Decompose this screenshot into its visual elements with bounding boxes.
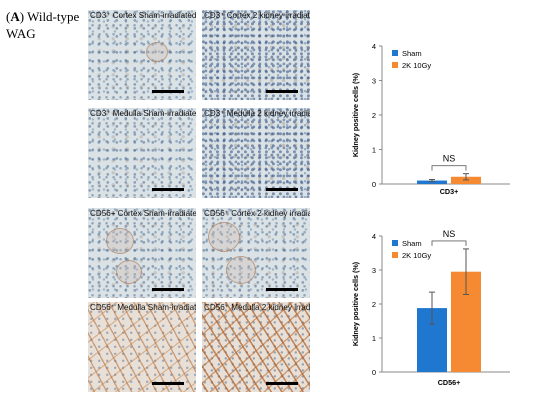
- legend-label-sham: Sham: [402, 239, 422, 248]
- y-tick-label: 2: [372, 111, 376, 120]
- x-axis-label: CD3+: [440, 187, 459, 196]
- micrograph-cd3-cortex-sham: CD3⁺ Cortex Sham-irradiated: [88, 10, 196, 100]
- micrograph-caption: CD3⁺ Medulla 2 kidney irradiated: [204, 109, 310, 118]
- micrograph-cd3-cortex-irradiated: CD3⁺ Cortex 2 kidney irradiated: [202, 10, 310, 100]
- scale-bar: [266, 188, 298, 191]
- y-tick-label: 2: [372, 300, 376, 309]
- scale-bar: [152, 382, 184, 385]
- scale-bar: [266, 90, 298, 93]
- y-tick-label: 3: [372, 266, 376, 275]
- y-tick-label: 0: [372, 368, 376, 377]
- micrograph-cd3-medulla-irradiated: CD3⁺ Medulla 2 kidney irradiated: [202, 108, 310, 198]
- significance-label: NS: [443, 154, 456, 164]
- chart-cd3: 0 1 2 3 4 Kidney positive cells (%) NS CD3+ Sham…: [336, 34, 536, 214]
- chart-cd56-svg: 0 1 2 3 4 Kidney positive cells (%) NS CD56+ Sha…: [351, 229, 510, 387]
- y-tick-label: 4: [372, 42, 376, 51]
- micrograph-caption: CD3⁺ Cortex 2 kidney irradiated: [204, 11, 310, 20]
- scale-bar: [152, 188, 184, 191]
- micrograph-grid: CD3⁺ Cortex Sham-irradiated CD3⁺ Cortex …: [88, 10, 310, 400]
- legend-swatch: [392, 240, 398, 246]
- significance-bracket: [431, 240, 467, 246]
- bar-2k-10gy: [451, 176, 481, 184]
- significance-bracket: [431, 165, 467, 171]
- micrograph-caption: CD56+ Cortex Sham-irradiated: [90, 209, 196, 218]
- y-tick-label: 1: [372, 334, 376, 343]
- y-tick-label: 0: [372, 180, 376, 189]
- micrograph-caption: CD3⁺ Medulla Sham-irradiated: [90, 109, 196, 118]
- y-tick-label: 3: [372, 77, 376, 86]
- y-tick-label: 1: [372, 146, 376, 155]
- micrograph-caption: CD56⁺ Medulla 2 kidney irradiated: [204, 303, 310, 312]
- significance-label: NS: [443, 229, 456, 239]
- micrograph-cd56-medulla-irradiated: CD56⁺ Medulla 2 kidney irradiated: [202, 302, 310, 392]
- panel-label-text: ) Wild-type WAG: [6, 9, 80, 41]
- legend-label-2k-10gy: 2K 10Gy: [402, 251, 431, 260]
- micrograph-cd3-medulla-sham: CD3⁺ Medulla Sham-irradiated: [88, 108, 196, 198]
- legend-swatch: [392, 62, 398, 68]
- y-axis-label: Kidney positive cells (%): [351, 72, 360, 157]
- figure-panel-label: (A) Wild-type WAG: [6, 9, 80, 41]
- chart-cd3-svg: 0 1 2 3 4 Kidney positive cells (%) NS CD3+ Sham…: [351, 42, 510, 196]
- x-axis-label: CD56+: [438, 378, 461, 387]
- micrograph-caption: CD56⁺ Cortex 2 kidney irradiated: [204, 209, 310, 218]
- legend-label-sham: Sham: [402, 49, 422, 58]
- legend-label-2k-10gy: 2K 10Gy: [402, 61, 431, 70]
- micrograph-cd56-cortex-sham: CD56+ Cortex Sham-irradiated: [88, 208, 196, 298]
- bar-sham: [417, 180, 447, 184]
- micrograph-caption: CD3⁺ Cortex Sham-irradiated: [90, 11, 196, 20]
- scale-bar: [266, 288, 298, 291]
- scale-bar: [266, 382, 298, 385]
- legend-swatch: [392, 50, 398, 56]
- y-axis-label: Kidney positive cells (%): [351, 261, 360, 346]
- chart-cd56: 0 1 2 3 4 Kidney positive cells (%) NS CD56+ Sha…: [336, 226, 536, 398]
- legend-swatch: [392, 252, 398, 258]
- micrograph-cd56-medulla-sham: CD56⁺ Medulla Sham-irradiated: [88, 302, 196, 392]
- panel-letter: A: [10, 9, 20, 24]
- y-tick-label: 4: [372, 232, 376, 241]
- micrograph-cd56-cortex-irradiated: CD56⁺ Cortex 2 kidney irradiated: [202, 208, 310, 298]
- scale-bar: [152, 288, 184, 291]
- micrograph-caption: CD56⁺ Medulla Sham-irradiated: [90, 303, 196, 312]
- scale-bar: [152, 90, 184, 93]
